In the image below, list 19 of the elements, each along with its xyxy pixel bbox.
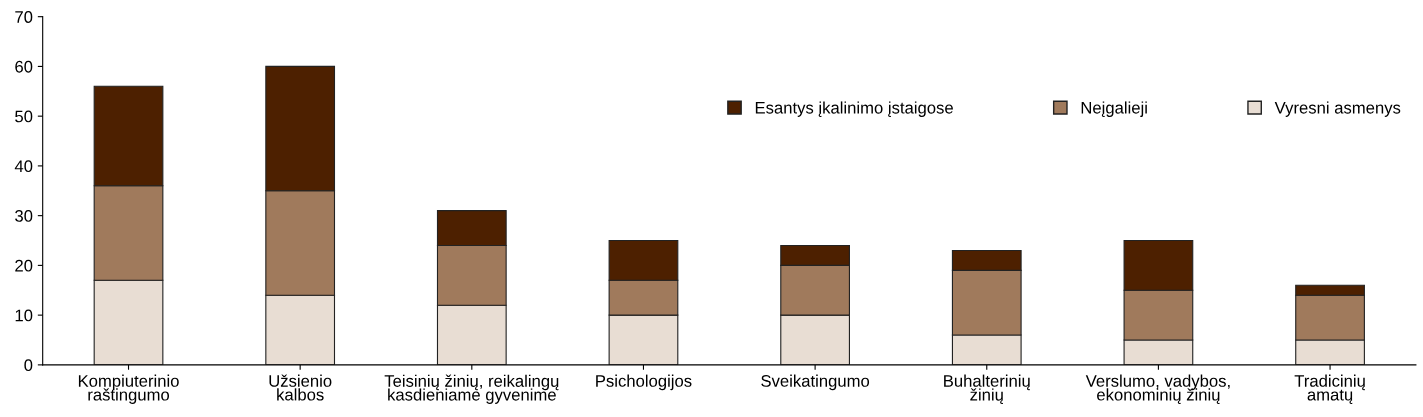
- x-tick-label: Užsienio kalbos: [269, 374, 332, 401]
- legend-label: Vyresni asmenys: [1274, 101, 1401, 117]
- y-tick-label: 40: [14, 160, 33, 173]
- y-tick-label: 30: [15, 210, 33, 222]
- x-tick-label: Psichologijos: [596, 374, 692, 391]
- x-tick-label: Kompiuterinio raštingumo: [78, 374, 179, 404]
- y-tick-label: 70: [15, 11, 33, 23]
- y-tick-label: 10: [15, 309, 33, 322]
- x-tick-label: Buhalterinių žinių: [944, 374, 1030, 404]
- x-tick-label: Sveikatingumo: [761, 374, 870, 391]
- y-tick-label: 20: [15, 259, 33, 272]
- legend-label: Esantys įkalinimo įstaigose: [755, 101, 953, 117]
- y-tick-label: 0: [24, 359, 33, 372]
- x-tick-label: Teisinių žinių, reikalingų kasdieniame gyvenime: [384, 374, 559, 404]
- x-tick-label: Verslumo, vadybos, ekonominių žinių: [1085, 374, 1230, 404]
- y-tick-label: 50: [15, 110, 33, 123]
- y-tick-label: 60: [15, 60, 33, 73]
- legend-label: Neįgalieji: [1081, 101, 1147, 117]
- x-tick-label: Tradicinių amatų: [1294, 374, 1365, 404]
